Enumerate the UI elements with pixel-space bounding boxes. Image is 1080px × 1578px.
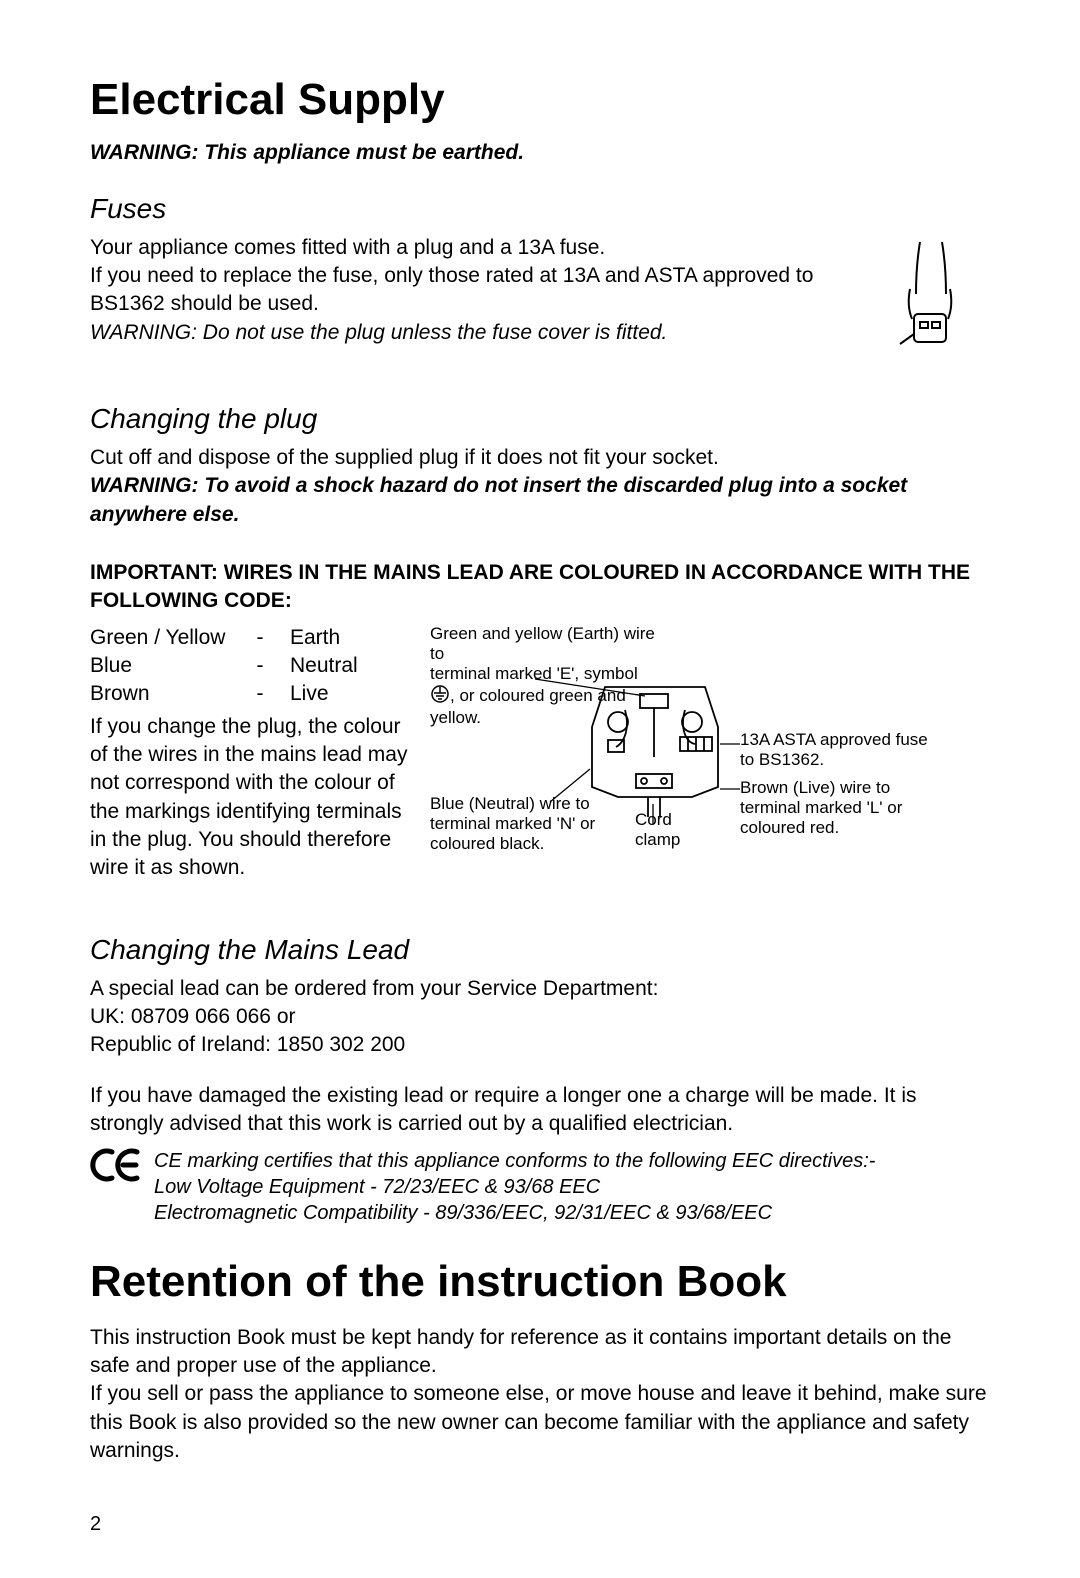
warning-earthed: WARNING: This appliance must be earthed. [90,139,990,167]
wire-dash: - [240,652,280,680]
heading-fuses: Fuses [90,190,990,228]
fuses-row: Your appliance comes fitted with a plug … [90,234,990,361]
diagram-label-blue: Blue (Neutral) wire to terminal marked '… [430,794,645,855]
plug-wiring-diagram: Green and yellow (Earth) wire to termina… [430,624,990,854]
heading-retention: Retention of the instruction Book [90,1252,990,1311]
ce-mark-icon [90,1148,140,1189]
wire-row-live: Brown - Live [90,680,380,708]
retention-line2: If you sell or pass the appliance to som… [90,1380,990,1465]
wire-row-earth: Green / Yellow - Earth [90,624,380,652]
page-number: 2 [90,1511,990,1538]
chlead-line3: Republic of Ireland: 1850 302 200 [90,1031,990,1059]
chlead-line4: If you have damaged the existing lead or… [90,1082,990,1139]
fuses-line2: If you need to replace the fuse, only th… [90,262,860,319]
wire-type: Live [280,680,380,708]
ce-line2: Low Voltage Equipment - 72/23/EEC & 93/6… [154,1174,875,1200]
wire-colour: Blue [90,652,240,680]
important-code-heading: IMPORTANT: WIRES IN THE MAINS LEAD ARE C… [90,559,990,616]
chlead-line2: UK: 08709 066 066 or [90,1003,990,1031]
heading-changing-plug: Changing the plug [90,400,990,438]
ce-line3: Electromagnetic Compatibility - 89/336/E… [154,1200,875,1226]
wire-colour: Green / Yellow [90,624,240,652]
wire-colour-table: Green / Yellow - Earth Blue - Neutral Br… [90,624,380,709]
wire-type: Neutral [280,652,380,680]
ce-line1: CE marking certifies that this appliance… [154,1148,875,1174]
wire-dash: - [240,624,280,652]
fuses-line1: Your appliance comes fitted with a plug … [90,234,860,262]
diagram-label-brown: Brown (Live) wire to terminal marked 'L'… [740,778,940,839]
wire-type: Earth [280,624,380,652]
fuses-warning: WARNING: Do not use the plug unless the … [90,319,860,347]
ce-row: CE marking certifies that this appliance… [90,1148,990,1226]
plug-hand-icon [890,234,990,361]
wire-colour: Brown [90,680,240,708]
chplug-line1: Cut off and dispose of the supplied plug… [90,444,990,472]
heading-electrical-supply: Electrical Supply [90,70,990,129]
chlead-line1: A special lead can be ordered from your … [90,975,990,1003]
diagram-label-cord-clamp: Cord clamp [635,810,705,851]
mains-paragraph: If you change the plug, the colour of th… [90,713,410,883]
wires-layout-row: Green / Yellow - Earth Blue - Neutral Br… [90,624,990,883]
wire-dash: - [240,680,280,708]
ce-text: CE marking certifies that this appliance… [154,1148,875,1226]
chplug-warning: WARNING: To avoid a shock hazard do not … [90,472,990,529]
wire-row-neutral: Blue - Neutral [90,652,380,680]
fuses-text: Your appliance comes fitted with a plug … [90,234,860,347]
heading-changing-mains-lead: Changing the Mains Lead [90,931,990,969]
retention-line1: This instruction Book must be kept handy… [90,1324,990,1381]
diagram-label-fuse: 13A ASTA approved fuse to BS1362. [740,730,940,771]
wires-left-column: Green / Yellow - Earth Blue - Neutral Br… [90,624,410,883]
